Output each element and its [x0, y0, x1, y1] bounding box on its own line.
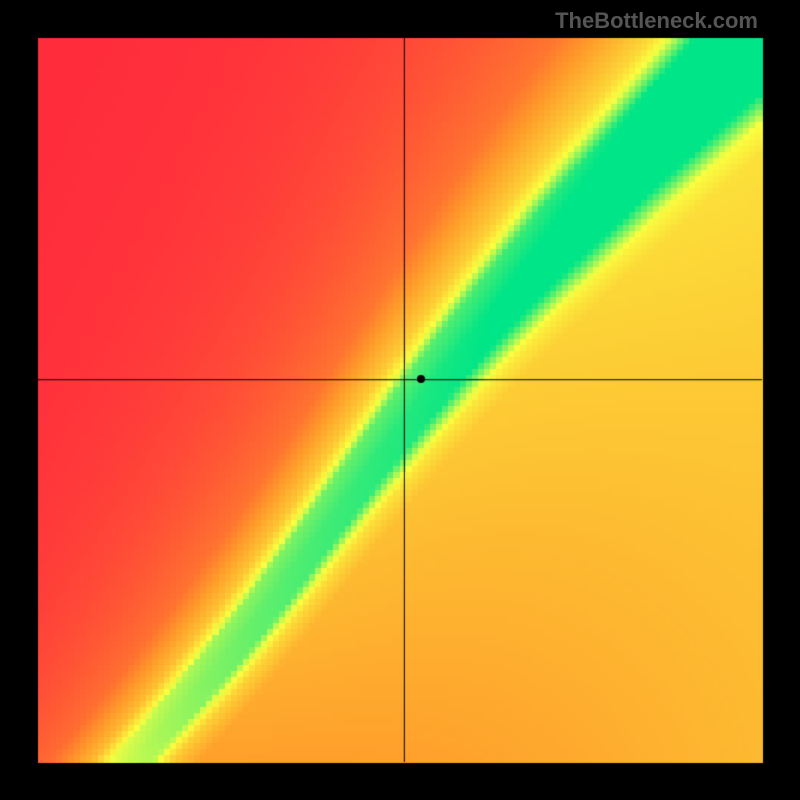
bottleneck-heatmap [0, 0, 800, 800]
watermark-text: TheBottleneck.com [555, 8, 758, 34]
chart-container: TheBottleneck.com [0, 0, 800, 800]
